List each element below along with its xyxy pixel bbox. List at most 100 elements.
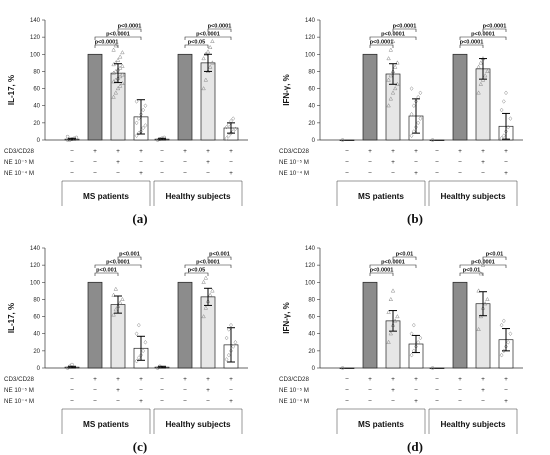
condition-symbol: − — [345, 170, 349, 177]
data-point — [207, 44, 213, 49]
bar — [200, 62, 216, 141]
significance-bracket — [459, 272, 484, 276]
data-point — [141, 348, 146, 354]
y-tick-label: 140 — [30, 18, 41, 24]
condition-symbol: − — [481, 170, 485, 177]
condition-symbol: + — [206, 376, 210, 383]
condition-symbol: − — [435, 170, 439, 177]
condition-symbol: − — [183, 170, 187, 177]
data-point — [409, 331, 414, 337]
significance-bracket — [184, 36, 232, 40]
condition-symbol: + — [504, 148, 508, 155]
condition-symbol: − — [229, 387, 233, 394]
condition-symbol: + — [116, 159, 120, 166]
bar — [87, 281, 103, 369]
y-tick-label: 20 — [33, 121, 40, 127]
condition-symbol: + — [116, 387, 120, 394]
group-label: MS patients — [358, 192, 404, 201]
significance-label: p<0.0001 — [460, 40, 484, 46]
group-label: Healthy subjects — [440, 420, 506, 429]
condition-symbol: + — [391, 387, 395, 394]
significance-label: p<0.001 — [119, 252, 140, 258]
condition-symbol: − — [183, 387, 187, 394]
data-point — [143, 123, 148, 128]
condition-symbol: − — [345, 148, 349, 155]
significance-label: p<0.0001 — [381, 32, 405, 38]
significance-bracket — [117, 28, 142, 32]
data-point — [70, 362, 74, 367]
data-point — [70, 137, 74, 141]
data-point — [340, 138, 345, 142]
group-label: MS patients — [358, 420, 404, 429]
data-point — [506, 339, 511, 345]
significance-label: p<0.01 — [463, 268, 481, 274]
y-tick-label: 0 — [312, 366, 316, 372]
data-point — [478, 81, 484, 86]
condition-symbol: − — [160, 398, 164, 405]
data-point — [390, 38, 396, 43]
significance-bracket — [369, 44, 394, 48]
chart-panel: 0 20 40 60 80 100 120 140 IFN-γ, % p<0.0001 p<0.00… — [279, 246, 523, 454]
significance-label: p<0.0001 — [471, 260, 495, 266]
chart-panel: 0 20 40 60 80 100 120 140 IL-17, % p<0.001 p<0.000… — [4, 246, 248, 454]
y-axis-label: IFN-γ, % — [282, 74, 291, 106]
significance-bracket — [207, 256, 232, 260]
group-label: MS patients — [83, 420, 129, 429]
data-point — [134, 120, 139, 126]
group-label: Healthy subjects — [165, 192, 231, 201]
condition-symbol: + — [139, 148, 143, 155]
condition-symbol: − — [116, 398, 120, 405]
y-tick-label: 20 — [308, 349, 315, 355]
condition-symbol: − — [206, 170, 210, 177]
data-point — [386, 309, 391, 314]
y-axis-label: IL-17, % — [7, 303, 16, 333]
condition-symbol: + — [116, 376, 120, 383]
data-point — [143, 103, 148, 109]
significance-label: p<0.0001 — [106, 260, 130, 266]
condition-symbol: − — [345, 387, 349, 394]
y-tick-label: 20 — [308, 121, 315, 127]
data-point — [411, 103, 416, 109]
data-point — [111, 47, 116, 52]
significance-label: p<0.0001 — [208, 24, 232, 30]
condition-symbol: − — [435, 159, 439, 166]
group-label: Healthy subjects — [440, 192, 506, 201]
significance-label: p<0.01 — [486, 252, 504, 258]
significance-label: p<0.0001 — [393, 24, 417, 30]
data-point — [506, 124, 511, 130]
data-point — [508, 116, 513, 121]
y-tick-label: 80 — [308, 297, 315, 303]
data-point — [499, 322, 504, 328]
y-tick-label: 40 — [33, 332, 40, 338]
data-point — [499, 352, 504, 358]
data-point — [409, 111, 414, 117]
significance-bracket — [207, 28, 232, 32]
condition-symbol: + — [414, 398, 418, 405]
y-tick-label: 80 — [308, 69, 315, 75]
data-point — [476, 326, 481, 331]
significance-bracket — [117, 256, 142, 260]
data-point — [136, 130, 141, 136]
significance-bracket — [94, 264, 142, 268]
condition-symbol: − — [458, 170, 462, 177]
y-tick-label: 100 — [305, 52, 316, 58]
data-point — [229, 322, 233, 328]
y-tick-label: 0 — [37, 366, 41, 372]
data-point — [504, 90, 508, 96]
panel-label: (c) — [133, 439, 147, 454]
group-label: MS patients — [83, 192, 129, 201]
panel-label: (d) — [407, 439, 423, 454]
data-point — [409, 352, 414, 358]
data-point — [388, 96, 394, 101]
condition-symbol: − — [116, 170, 120, 177]
condition-symbol: − — [414, 387, 418, 394]
condition-symbol: + — [391, 376, 395, 383]
condition-symbol: − — [160, 159, 164, 166]
data-point — [207, 64, 213, 69]
data-point — [120, 72, 125, 77]
y-axis-label: IL-17, % — [7, 75, 16, 105]
data-point — [501, 99, 506, 104]
condition-symbol: + — [206, 387, 210, 394]
condition-row-label: NE 10⁻⁴ M — [279, 170, 309, 177]
